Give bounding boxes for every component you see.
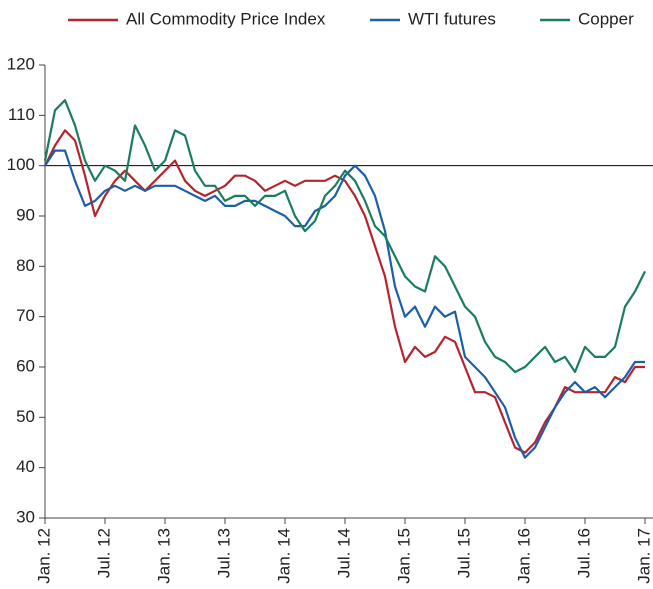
y-tick-label: 90 (16, 205, 35, 224)
y-tick-label: 40 (16, 457, 35, 476)
x-tick-label: Jul. 14 (334, 528, 353, 578)
x-tick-label: Jan. 16 (514, 528, 533, 584)
y-tick-label: 60 (16, 356, 35, 375)
x-tick-label: Jul. 16 (574, 528, 593, 578)
y-tick-label: 110 (8, 105, 35, 124)
line-series (43, 99, 646, 374)
y-tick-label: 120 (7, 54, 35, 73)
x-tick-label: Jan. 17 (634, 528, 653, 584)
y-tick-label: 80 (16, 256, 35, 275)
legend-label: WTI futures (408, 9, 496, 28)
legend-label: All Commodity Price Index (126, 9, 326, 28)
x-tick-label: Jan. 12 (34, 528, 53, 584)
x-tick-label: Jul. 12 (94, 528, 113, 578)
y-tick-label: 70 (16, 306, 35, 325)
x-tick-label: Jan. 14 (274, 528, 293, 584)
x-tick-label: Jan. 13 (154, 528, 173, 584)
y-tick-label: 50 (16, 407, 35, 426)
x-tick-label: Jan. 15 (394, 528, 413, 584)
y-tick-label: 30 (16, 507, 35, 526)
y-tick-label: 100 (7, 155, 35, 174)
line-series (44, 149, 645, 459)
line-series (44, 129, 645, 454)
x-tick-label: Jul. 15 (454, 528, 473, 578)
x-tick-label: Jul. 13 (214, 528, 233, 578)
legend-label: Copper (578, 9, 634, 28)
